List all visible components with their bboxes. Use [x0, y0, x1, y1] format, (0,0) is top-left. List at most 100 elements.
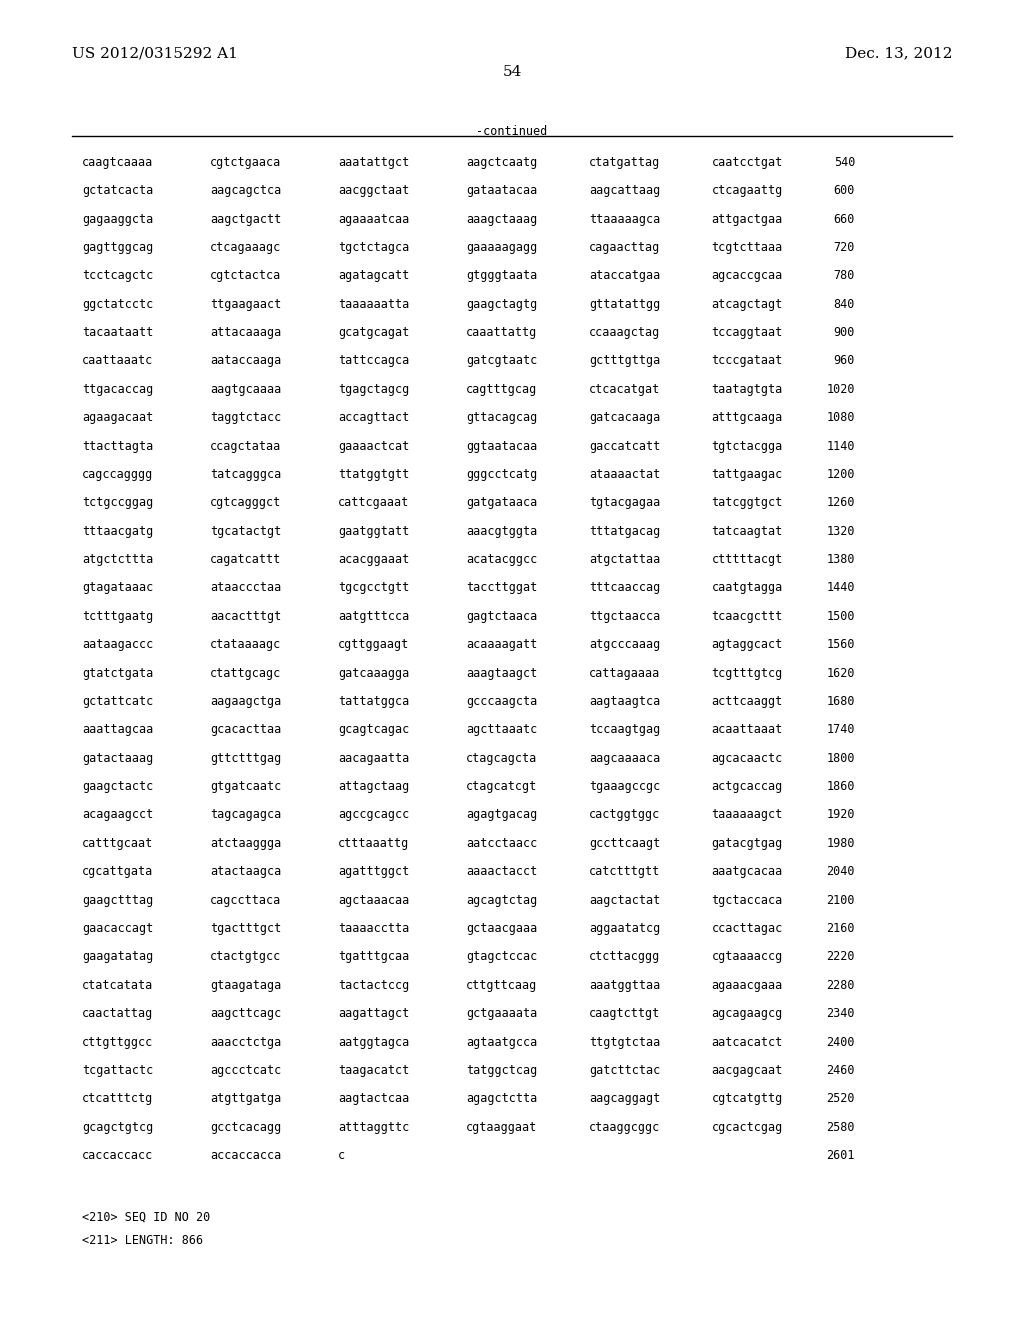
- Text: ccagctataa: ccagctataa: [210, 440, 282, 453]
- Text: cttgttcaag: cttgttcaag: [466, 978, 538, 991]
- Text: aacactttgt: aacactttgt: [210, 610, 282, 623]
- Text: 1440: 1440: [826, 581, 855, 594]
- Text: ctatcatata: ctatcatata: [82, 978, 154, 991]
- Text: cagccagggg: cagccagggg: [82, 469, 154, 480]
- Text: 2460: 2460: [826, 1064, 855, 1077]
- Text: taaaaaatta: taaaaaatta: [338, 298, 410, 310]
- Text: 1980: 1980: [826, 837, 855, 850]
- Text: aaacgtggta: aaacgtggta: [466, 524, 538, 537]
- Text: acttcaaggt: acttcaaggt: [712, 694, 783, 708]
- Text: agatagcatt: agatagcatt: [338, 269, 410, 282]
- Text: tctgccggag: tctgccggag: [82, 496, 154, 510]
- Text: gtgatcaatc: gtgatcaatc: [210, 780, 282, 793]
- Text: gaagctactc: gaagctactc: [82, 780, 154, 793]
- Text: ctaaggcggc: ctaaggcggc: [589, 1121, 660, 1134]
- Text: tgtacgagaa: tgtacgagaa: [589, 496, 660, 510]
- Text: caagtcaaaa: caagtcaaaa: [82, 156, 154, 169]
- Text: taaaaaagct: taaaaaagct: [712, 808, 783, 821]
- Text: aacggctaat: aacggctaat: [338, 183, 410, 197]
- Text: ctttaaattg: ctttaaattg: [338, 837, 410, 850]
- Text: tattatggca: tattatggca: [338, 694, 410, 708]
- Text: aaattagcaa: aaattagcaa: [82, 723, 154, 737]
- Text: aataccaaga: aataccaaga: [210, 354, 282, 367]
- Text: gatcacaaga: gatcacaaga: [589, 412, 660, 424]
- Text: taagacatct: taagacatct: [338, 1064, 410, 1077]
- Text: caccaccacc: caccaccacc: [82, 1148, 154, 1162]
- Text: agcagaagcg: agcagaagcg: [712, 1007, 783, 1020]
- Text: 1740: 1740: [826, 723, 855, 737]
- Text: 2340: 2340: [826, 1007, 855, 1020]
- Text: gcctcacagg: gcctcacagg: [210, 1121, 282, 1134]
- Text: 2160: 2160: [826, 921, 855, 935]
- Text: 2220: 2220: [826, 950, 855, 964]
- Text: agccgcagcc: agccgcagcc: [338, 808, 410, 821]
- Text: tctttgaatg: tctttgaatg: [82, 610, 154, 623]
- Text: cgtcagggct: cgtcagggct: [210, 496, 282, 510]
- Text: caaattattg: caaattattg: [466, 326, 538, 339]
- Text: cgttggaagt: cgttggaagt: [338, 639, 410, 651]
- Text: ttgacaccag: ttgacaccag: [82, 383, 154, 396]
- Text: aagtgcaaaa: aagtgcaaaa: [210, 383, 282, 396]
- Text: aggaatatcg: aggaatatcg: [589, 921, 660, 935]
- Text: cagtttgcag: cagtttgcag: [466, 383, 538, 396]
- Text: aatggtagca: aatggtagca: [338, 1035, 410, 1048]
- Text: 840: 840: [834, 298, 855, 310]
- Text: 780: 780: [834, 269, 855, 282]
- Text: 1560: 1560: [826, 639, 855, 651]
- Text: 1260: 1260: [826, 496, 855, 510]
- Text: tcgtttgtcg: tcgtttgtcg: [712, 667, 783, 680]
- Text: gatcttctac: gatcttctac: [589, 1064, 660, 1077]
- Text: aaatattgct: aaatattgct: [338, 156, 410, 169]
- Text: 2520: 2520: [826, 1092, 855, 1105]
- Text: gaaaaagagg: gaaaaagagg: [466, 242, 538, 253]
- Text: ctactgtgcc: ctactgtgcc: [210, 950, 282, 964]
- Text: gtagataaac: gtagataaac: [82, 581, 154, 594]
- Text: attacaaaga: attacaaaga: [210, 326, 282, 339]
- Text: <210> SEQ ID NO 20: <210> SEQ ID NO 20: [82, 1210, 210, 1224]
- Text: atttgcaaga: atttgcaaga: [712, 412, 783, 424]
- Text: 2601: 2601: [826, 1148, 855, 1162]
- Text: gagaaggcta: gagaaggcta: [82, 213, 154, 226]
- Text: cagaacttag: cagaacttag: [589, 242, 660, 253]
- Text: aaatgcacaa: aaatgcacaa: [712, 866, 783, 878]
- Text: -continued: -continued: [476, 125, 548, 139]
- Text: cgcattgata: cgcattgata: [82, 866, 154, 878]
- Text: 720: 720: [834, 242, 855, 253]
- Text: gaagatatag: gaagatatag: [82, 950, 154, 964]
- Text: aagctactat: aagctactat: [589, 894, 660, 907]
- Text: cgtaaggaat: cgtaaggaat: [466, 1121, 538, 1134]
- Text: aagattagct: aagattagct: [338, 1007, 410, 1020]
- Text: gcacacttaa: gcacacttaa: [210, 723, 282, 737]
- Text: 1020: 1020: [826, 383, 855, 396]
- Text: acaattaaat: acaattaaat: [712, 723, 783, 737]
- Text: 2280: 2280: [826, 978, 855, 991]
- Text: tcgtcttaaa: tcgtcttaaa: [712, 242, 783, 253]
- Text: ctttttacgt: ctttttacgt: [712, 553, 783, 566]
- Text: cgcactcgag: cgcactcgag: [712, 1121, 783, 1134]
- Text: cttgttggcc: cttgttggcc: [82, 1035, 154, 1048]
- Text: tgctctagca: tgctctagca: [338, 242, 410, 253]
- Text: gctattcatc: gctattcatc: [82, 694, 154, 708]
- Text: aagtaagtca: aagtaagtca: [589, 694, 660, 708]
- Text: tatggctcag: tatggctcag: [466, 1064, 538, 1077]
- Text: US 2012/0315292 A1: US 2012/0315292 A1: [72, 46, 238, 61]
- Text: gccttcaagt: gccttcaagt: [589, 837, 660, 850]
- Text: cagatcattt: cagatcattt: [210, 553, 282, 566]
- Text: caactattag: caactattag: [82, 1007, 154, 1020]
- Text: gggcctcatg: gggcctcatg: [466, 469, 538, 480]
- Text: gaccatcatt: gaccatcatt: [589, 440, 660, 453]
- Text: gctatcacta: gctatcacta: [82, 183, 154, 197]
- Text: c: c: [338, 1148, 345, 1162]
- Text: acacggaaat: acacggaaat: [338, 553, 410, 566]
- Text: ctagcagcta: ctagcagcta: [466, 751, 538, 764]
- Text: aagcaggagt: aagcaggagt: [589, 1092, 660, 1105]
- Text: 540: 540: [834, 156, 855, 169]
- Text: tcccgataat: tcccgataat: [712, 354, 783, 367]
- Text: aaagtaagct: aaagtaagct: [466, 667, 538, 680]
- Text: gtagctccac: gtagctccac: [466, 950, 538, 964]
- Text: attgactgaa: attgactgaa: [712, 213, 783, 226]
- Text: 1080: 1080: [826, 412, 855, 424]
- Text: tccaggtaat: tccaggtaat: [712, 326, 783, 339]
- Text: 1860: 1860: [826, 780, 855, 793]
- Text: agaaacgaaa: agaaacgaaa: [712, 978, 783, 991]
